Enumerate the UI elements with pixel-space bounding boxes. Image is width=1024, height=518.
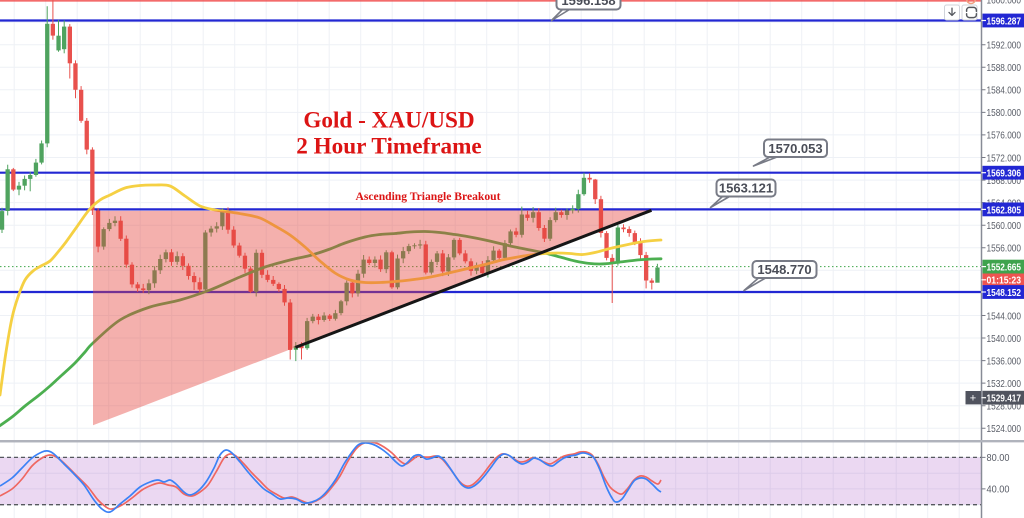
svg-text:01:15:23: 01:15:23 (987, 275, 1022, 287)
svg-text:1569.306: 1569.306 (987, 168, 1022, 180)
svg-text:1524.000: 1524.000 (987, 423, 1022, 435)
svg-text:1576.000: 1576.000 (987, 130, 1022, 142)
svg-text:1592.000: 1592.000 (987, 40, 1022, 52)
svg-text:1544.000: 1544.000 (987, 310, 1022, 322)
svg-text:1532.000: 1532.000 (987, 378, 1022, 390)
svg-text:40.00: 40.00 (987, 484, 1010, 496)
svg-text:1540.000: 1540.000 (987, 333, 1022, 345)
svg-text:1584.000: 1584.000 (987, 85, 1022, 97)
svg-text:1562.805: 1562.805 (987, 204, 1022, 216)
svg-text:80.00: 80.00 (987, 452, 1010, 464)
svg-text:1563.121: 1563.121 (719, 181, 773, 196)
svg-text:Ascending Triangle Breakout: Ascending Triangle Breakout (356, 190, 501, 203)
svg-text:1552.665: 1552.665 (987, 262, 1022, 274)
svg-text:1570.053: 1570.053 (768, 141, 822, 156)
svg-text:1560.000: 1560.000 (987, 220, 1022, 232)
svg-text:2 Hour Timeframe: 2 Hour Timeframe (296, 134, 481, 160)
svg-text:1596.158: 1596.158 (561, 0, 615, 8)
svg-text:1596.287: 1596.287 (987, 15, 1022, 27)
svg-text:1529.417: 1529.417 (987, 393, 1022, 405)
svg-text:+: + (970, 392, 976, 404)
svg-text:1588.000: 1588.000 (987, 62, 1022, 74)
svg-text:1572.000: 1572.000 (987, 152, 1022, 164)
svg-text:1600.000: 1600.000 (987, 0, 1022, 7)
svg-text:1548.770: 1548.770 (757, 262, 811, 277)
svg-text:1556.000: 1556.000 (987, 243, 1022, 255)
svg-text:1548.152: 1548.152 (987, 287, 1022, 299)
svg-text:1580.000: 1580.000 (987, 107, 1022, 119)
svg-text:Gold - XAU/USD: Gold - XAU/USD (303, 108, 474, 134)
svg-text:1536.000: 1536.000 (987, 355, 1022, 367)
